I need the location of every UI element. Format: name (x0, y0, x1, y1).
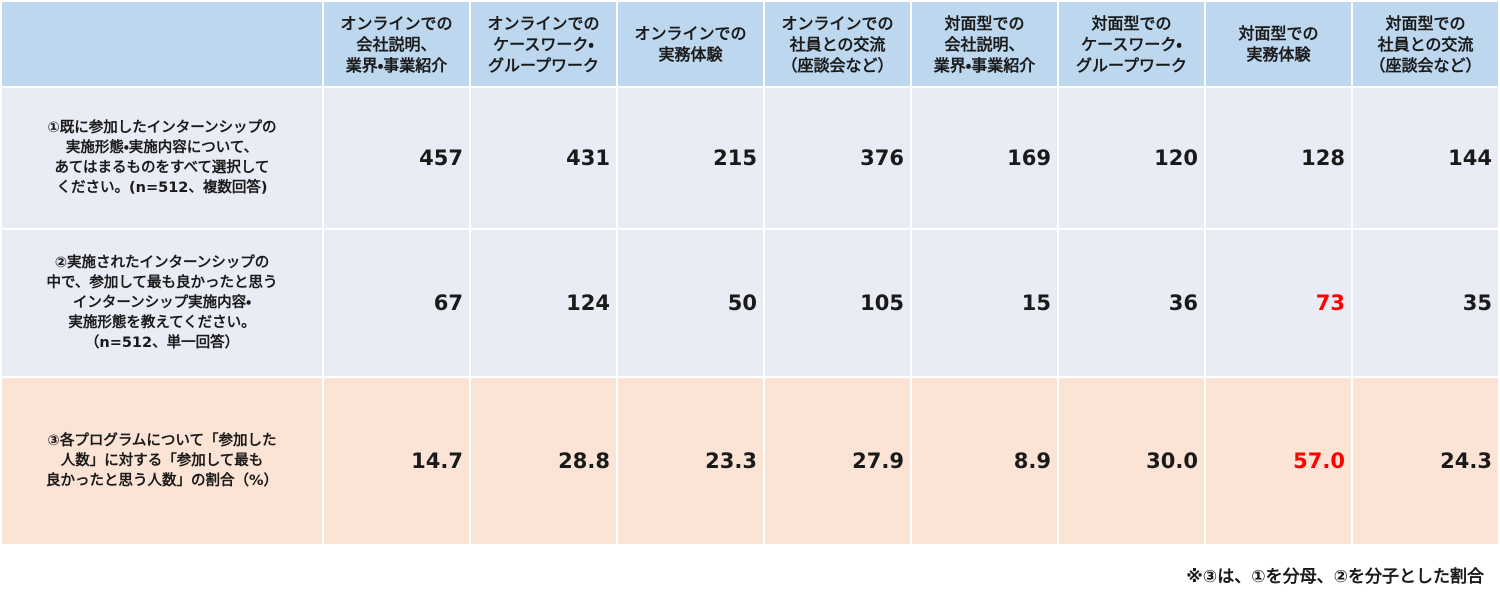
header-row: オンラインでの 会社説明、 業界・事業紹介 オンラインでの ケースワーク・ グルー… (0, 0, 1500, 88)
column-header: 対面型での 会社説明、 業界・事業紹介 (910, 0, 1059, 88)
table-cell: 57.0 (1204, 376, 1353, 546)
column-header: オンラインでの 実務体験 (616, 0, 765, 88)
data-table: オンラインでの 会社説明、 業界・事業紹介 オンラインでの ケースワーク・ グルー… (0, 0, 1500, 546)
table-row: ③各プログラムについて「参加した 人数」に対する「参加して最も 良かったと思う人… (0, 376, 1500, 546)
table-cell: 36 (1057, 228, 1206, 378)
column-header: オンラインでの ケースワーク・ グループワーク (469, 0, 618, 88)
table-cell: 169 (910, 86, 1059, 230)
column-header: 対面型での ケースワーク・ グループワーク (1057, 0, 1206, 88)
table-cell: 24.3 (1351, 376, 1500, 546)
table-cell: 105 (763, 228, 912, 378)
table-cell: 23.3 (616, 376, 765, 546)
footnote: ※③は、①を分母、②を分子とした割合 (1186, 567, 1484, 587)
column-header: オンラインでの 会社説明、 業界・事業紹介 (322, 0, 471, 88)
table-cell: 35 (1351, 228, 1500, 378)
column-header: オンラインでの 社員との交流 （座談会など） (763, 0, 912, 88)
table-cell: 30.0 (1057, 376, 1206, 546)
table-cell: 215 (616, 86, 765, 230)
table-row: ②実施されたインターンシップの 中で、参加して最も良かったと思う インターンシッ… (0, 228, 1500, 378)
table-cell: 124 (469, 228, 618, 378)
table-cell: 144 (1351, 86, 1500, 230)
table-cell: 27.9 (763, 376, 912, 546)
column-header (0, 0, 324, 88)
row-label: ①既に参加したインターンシップの 実施形態・実施内容について、 あてはまるものを… (0, 86, 324, 230)
table-cell: 128 (1204, 86, 1353, 230)
column-header: 対面型での 実務体験 (1204, 0, 1353, 88)
table-cell: 431 (469, 86, 618, 230)
row-label: ②実施されたインターンシップの 中で、参加して最も良かったと思う インターンシッ… (0, 228, 324, 378)
table-body: ①既に参加したインターンシップの 実施形態・実施内容について、 あてはまるものを… (0, 86, 1500, 546)
table-cell: 15 (910, 228, 1059, 378)
table-cell: 8.9 (910, 376, 1059, 546)
table-cell: 28.8 (469, 376, 618, 546)
table-cell: 120 (1057, 86, 1206, 230)
table-cell: 457 (322, 86, 471, 230)
table-cell: 73 (1204, 228, 1353, 378)
table-cell: 50 (616, 228, 765, 378)
table-row: ①既に参加したインターンシップの 実施形態・実施内容について、 あてはまるものを… (0, 86, 1500, 230)
table-cell: 376 (763, 86, 912, 230)
row-label: ③各プログラムについて「参加した 人数」に対する「参加して最も 良かったと思う人… (0, 376, 324, 546)
table-cell: 14.7 (322, 376, 471, 546)
column-header: 対面型での 社員との交流 （座談会など） (1351, 0, 1500, 88)
table-cell: 67 (322, 228, 471, 378)
